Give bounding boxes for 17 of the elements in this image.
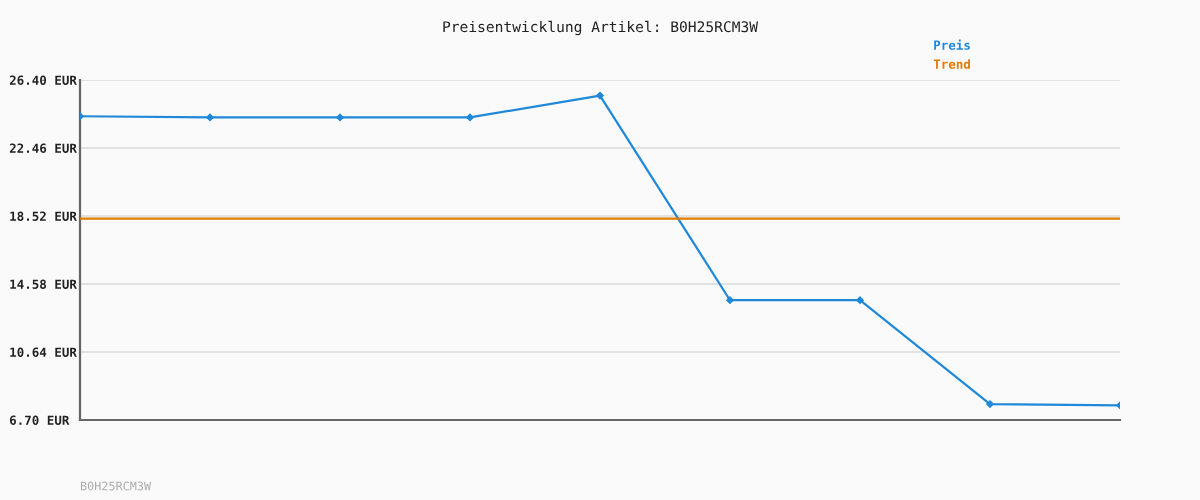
point [986, 400, 994, 408]
y-tick-label: 14.58 EUR [10, 279, 77, 289]
y-tick-label: 26.40 EUR [9, 75, 77, 85]
point [336, 113, 344, 122]
point [206, 113, 214, 122]
point [726, 296, 734, 305]
text: B0H25RCM3W [80, 481, 152, 491]
text: Trend [933, 59, 970, 69]
point [466, 113, 474, 122]
y-tick-label: 18.52 EUR [10, 211, 77, 221]
point [856, 296, 864, 305]
text: Preis [934, 39, 970, 50]
point [596, 91, 604, 100]
chart-title: Preisentwicklung Artikel: B0H25RCM3W [443, 20, 759, 36]
y-tick-label: 10.64 EUR [10, 347, 77, 357]
y-tick-label: 22.46 EUR [9, 143, 77, 153]
y-tick-label: 6.70 EUR [9, 415, 70, 425]
